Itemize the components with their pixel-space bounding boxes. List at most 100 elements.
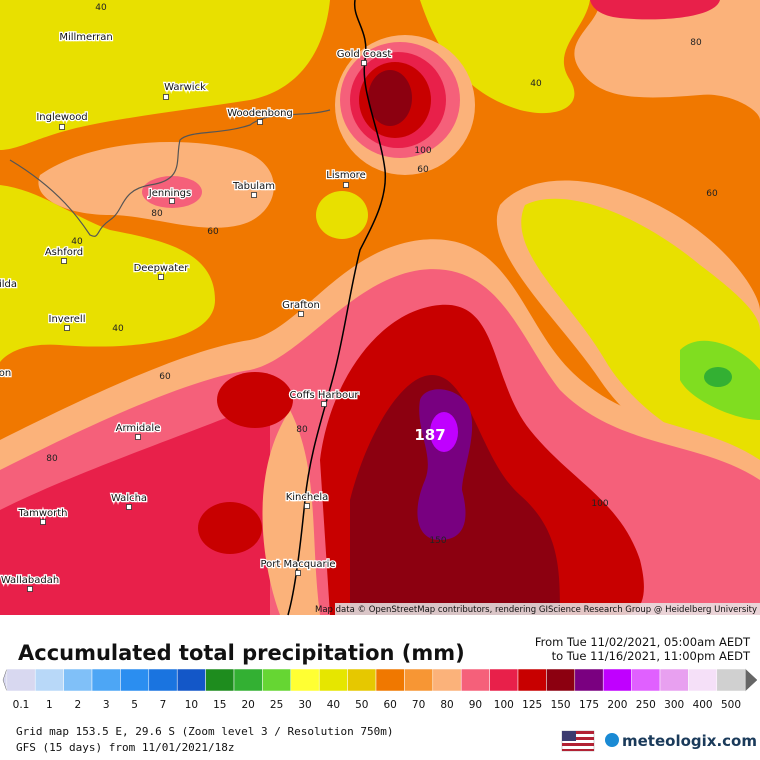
state-border [9,109,331,237]
legend-label: 250 [636,699,656,711]
flag-canton [562,731,576,741]
place-marker [295,570,301,576]
place-marker [169,198,175,204]
legend-label: 90 [469,699,482,711]
area-yellow [0,0,330,150]
place-label: ilda [0,279,17,290]
legend-label: 10 [185,699,198,711]
legend: 0.1 1 2 3 5 7 10 15 20 25 30 40 50 60 70 80 90 100 125 150 1… [2,668,758,711]
legend-label: 500 [721,699,741,711]
legend-label: 50 [355,699,368,711]
contour-label: 40 [71,237,83,247]
area-green [704,367,732,387]
place-label: Inglewood [36,112,87,123]
area-red [0,400,270,615]
legend-arrow [2,668,8,692]
flag-stripe [562,749,594,751]
contour-label: 60 [706,189,718,199]
place-label: Tamworth [18,508,68,519]
legend-swatch [148,668,178,692]
legend-arrow [744,668,758,692]
legend-label: 0.1 [13,699,30,711]
place-label: Kinchela [286,492,329,503]
flag [561,730,595,752]
legend-label: 40 [327,699,340,711]
contour-label: 40 [112,324,124,334]
grid-info: Grid map 153.5 E, 29.6 S (Zoom level 3 /… [16,725,394,738]
place-marker [257,119,263,125]
place-marker [343,182,349,188]
contour-label: 80 [296,425,308,435]
flag-stripe [562,737,594,740]
place-marker [163,94,169,100]
contour-label: 60 [207,227,219,237]
legend-label: 70 [412,699,425,711]
place-marker [64,325,70,331]
contour-label: 80 [690,38,702,48]
legend-swatch [602,668,632,692]
place-marker [135,434,141,440]
area-yellow [316,191,368,239]
legend-swatch [205,668,235,692]
place-label: Warwick [164,82,206,93]
legend-label: 15 [213,699,226,711]
contour-labels: 40 80 40 100 60 60 80 60 40 40 60 80 80 100 150 [46,3,718,546]
area-red [590,0,720,20]
place-label: Ashford [45,247,83,258]
legend-label: 20 [242,699,255,711]
place-marker [298,311,304,317]
place-label: Port Macquarie [260,559,335,570]
legend-label: 1 [46,699,53,711]
legend-label: 300 [664,699,684,711]
legend-swatch [688,668,718,692]
legend-swatch [404,668,434,692]
place-marker [40,519,46,525]
legend-swatch [318,668,348,692]
place-label: Walcha [111,493,147,504]
place-label: Woodenbong [227,108,293,119]
model-info: GFS (15 days) from 11/01/2021/18z [16,741,235,754]
attribution-box [335,603,760,615]
legend-swatch [574,668,604,692]
legend-label: 60 [384,699,397,711]
legend-swatch [290,668,320,692]
contour-label: 100 [591,499,608,509]
legend-swatch [659,668,689,692]
legend-swatch [63,668,93,692]
coastline [287,0,387,616]
legend-label: 7 [160,699,167,711]
legend-swatch [6,668,36,692]
place-label: Inverell [49,314,86,325]
legend-swatch [517,668,547,692]
place-label: Lismore [326,170,365,181]
legend-label: 2 [74,699,81,711]
legend-label: 25 [270,699,283,711]
logo-icon [605,733,619,747]
legend-label: 400 [693,699,713,711]
date-from: From Tue 11/02/2021, 05:00am AEDT [535,635,751,649]
contour-label: 40 [530,79,542,89]
area-darkred [198,502,262,554]
area-yellow [0,185,215,362]
legend-label: 175 [579,699,599,711]
place-marker [321,401,327,407]
contour-label: 60 [417,165,429,175]
legend-label: 30 [298,699,311,711]
place-marker [304,503,310,509]
place-marker [126,504,132,510]
contour-label: 150 [429,536,446,546]
legend-swatch [347,668,377,692]
flag-stripe [562,731,594,734]
place-label: Deepwater [134,263,190,274]
area-magenta [430,412,458,452]
legend-swatch [546,668,576,692]
legend-swatch [176,668,206,692]
place-label: Grafton [282,300,320,311]
place-marker [27,586,33,592]
area-darkred [217,372,293,428]
legend-swatch [460,668,490,692]
place-label: Wallabadah [1,575,59,586]
legend-label: 150 [551,699,571,711]
place-label: Gold Coast [337,49,392,60]
